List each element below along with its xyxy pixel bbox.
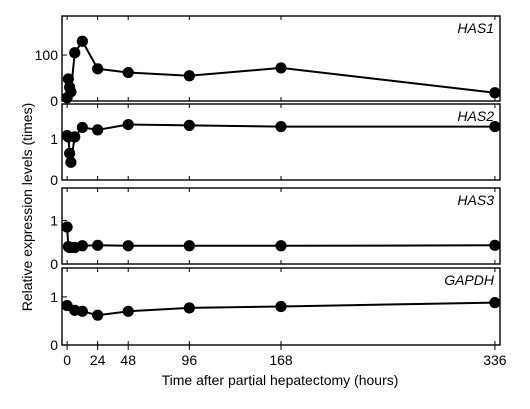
x-tick-label: 24 [90, 352, 106, 368]
x-axis: 0 24 48 96 168 336 [63, 345, 507, 368]
y-tick-label: 0 [50, 93, 58, 109]
data-point [275, 62, 287, 74]
data-point [92, 309, 104, 321]
chart-panels: 0 100 HAS1 0 1 HAS2 0 1 HAS3 0 1 GAPDH [35, 15, 501, 353]
x-axis-title: Time after partial hepatectomy (hours) [162, 372, 399, 388]
data-point [76, 305, 88, 317]
data-point [489, 297, 501, 309]
data-point [65, 86, 77, 98]
panel-label-has1: HAS1 [457, 20, 494, 36]
panel-frame [61, 187, 501, 265]
data-point [275, 120, 287, 133]
x-tick-label: 0 [63, 352, 71, 368]
data-point [122, 305, 134, 317]
y-tick-label: 1 [50, 289, 58, 305]
panel-label-has3: HAS3 [457, 192, 494, 208]
data-point [122, 118, 134, 131]
panel-has3: 0 1 HAS3 [50, 187, 501, 272]
y-axis-title: Relative expression levels (times) [19, 103, 35, 312]
data-point [76, 240, 88, 252]
y-tick-label: 0 [50, 172, 58, 188]
x-tick-label: 336 [483, 352, 507, 368]
data-point [489, 87, 501, 99]
data-point [92, 239, 104, 251]
data-point [275, 240, 287, 252]
data-point [183, 119, 195, 131]
panel-gapdh: 0 1 GAPDH [50, 267, 501, 353]
data-point [489, 239, 501, 251]
x-tick-label: 96 [182, 352, 198, 368]
data-point [69, 131, 81, 143]
data-point [64, 147, 76, 159]
y-tick-label: 0 [50, 256, 58, 272]
panel-frame [61, 103, 501, 181]
data-point [183, 302, 195, 314]
panel-label-has2: HAS2 [457, 108, 494, 124]
data-point [122, 66, 134, 79]
data-point [275, 300, 287, 313]
data-point [92, 63, 104, 75]
data-point [122, 240, 134, 252]
data-point [62, 73, 74, 85]
data-point [61, 221, 73, 233]
y-tick-label: 100 [35, 47, 59, 63]
data-point [183, 70, 195, 82]
panel-has2: 0 1 HAS2 [50, 103, 501, 188]
data-point [76, 121, 88, 134]
panel-has1: 0 100 HAS1 [35, 15, 501, 109]
y-tick-label: 1 [50, 131, 58, 147]
y-tick-label: 1 [50, 213, 58, 229]
data-point [92, 124, 104, 136]
data-point [183, 240, 195, 252]
panel-label-gapdh: GAPDH [444, 272, 495, 288]
panel-frame [61, 15, 501, 102]
data-point [76, 35, 88, 47]
y-tick-label: 0 [50, 337, 58, 353]
x-tick-label: 168 [269, 352, 293, 368]
data-point [489, 120, 501, 133]
data-point [65, 156, 77, 168]
data-point [69, 47, 81, 59]
x-tick-label: 48 [120, 352, 136, 368]
